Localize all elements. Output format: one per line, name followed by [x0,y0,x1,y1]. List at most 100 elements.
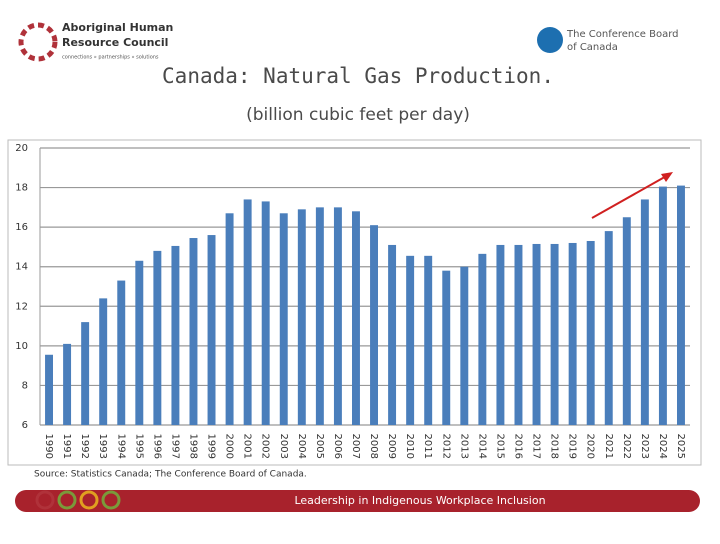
bar [63,343,72,425]
trend-arrow [591,173,671,219]
x-tick-label: 2000 [224,434,235,459]
bar [496,244,505,425]
bar [532,243,541,425]
bar [514,244,523,425]
chart-subtitle: (billion cubic feet per day) [246,105,470,125]
bar [604,231,613,425]
x-tick-label: 2017 [531,434,542,459]
org-name: of Canada [567,42,618,53]
arrow-head [661,172,673,182]
x-tick-label: 2005 [314,434,325,459]
x-tick-label: 2008 [368,434,379,459]
y-tick-label: 20 [15,143,28,154]
x-tick-label: 2022 [621,434,632,459]
footer-banner [15,490,700,512]
bar [153,250,162,425]
bar [333,207,342,425]
x-tick-label: 2002 [260,434,271,459]
circle [57,490,77,510]
x-tick-label: 2016 [512,434,523,459]
x-tick-label: 1998 [187,434,198,459]
x-tick-label: 1991 [61,434,72,459]
y-tick-label: 8 [22,380,28,391]
y-tick-label: 18 [15,183,28,194]
x-tick-label: 2021 [603,434,614,459]
x-tick-label: 1996 [151,434,162,459]
bar [622,217,631,425]
x-tick-label: 2020 [585,434,596,459]
bar [243,199,252,425]
x-tick-label: 2010 [404,434,415,459]
bar [568,242,577,425]
bar [189,238,198,425]
logo-icon [537,27,563,53]
x-tick-label: 1993 [97,434,108,459]
x-tick-label: 2019 [567,434,578,459]
bar [460,266,469,425]
x-tick-label: 2011 [422,434,433,459]
x-tick-label: 1992 [79,434,90,459]
org-name: Resource Council [62,36,168,49]
x-tick-label: 2025 [675,434,686,459]
y-tick-label: 16 [15,222,28,233]
y-tick-label: 6 [22,420,28,431]
bar [406,255,415,425]
source: Source: Statistics Canada; The Conferenc… [34,470,307,480]
bar [135,260,144,425]
bar [640,199,649,425]
x-tick-label: 2003 [278,434,289,459]
x-tick-label: 1999 [206,434,217,459]
x-tick-label: 1990 [43,434,54,459]
bar [81,322,90,425]
bar [388,244,397,425]
x-tick-label: 2018 [549,434,560,459]
bar [297,209,306,425]
x-tick-label: 2007 [350,434,361,459]
plot: 6 8 10 12 14 16 18 20 1990 1991 1992 1993 1994 1995 19… [15,143,690,459]
bar [442,270,451,425]
bar [207,235,216,425]
logo-icon [18,22,58,62]
x-tick-label: 2023 [639,434,650,459]
bar [424,255,433,425]
x-tick-label: 2001 [242,434,253,459]
x-tick-label: 2015 [494,434,505,459]
x-tick-label: 1994 [115,434,126,459]
y-tick-label: 10 [15,341,28,352]
footer-text: Leadership in Indigenous Workplace Inclu… [294,494,545,507]
x-tick-label: 1995 [133,434,144,459]
x-tick-label: 2024 [657,434,668,459]
bar [550,243,559,425]
x-tick-label: 1997 [169,434,180,459]
y-tick-label: 12 [15,301,28,312]
bar [658,186,667,425]
y-tick-label: 14 [15,262,28,273]
org-name: The Conference Board [566,29,679,40]
org-tagline: connections » partnerships » solutions [62,55,159,61]
bar [478,253,487,425]
circle [35,490,55,510]
logo-right: The Conference Board of Canada [537,27,679,53]
x-tick-label: 2006 [332,434,343,459]
x-tick-label: 2009 [386,434,397,459]
circle [101,490,121,510]
bar [225,213,234,425]
bar [171,245,180,425]
bar [261,201,270,425]
org-name: Aboriginal Human [62,21,173,34]
bar [586,240,595,425]
x-tick-label: 2014 [476,434,487,459]
x-tick-label: 2013 [458,434,469,459]
bar [45,354,53,425]
bar [279,213,288,425]
footer-circles [35,490,121,510]
bar [352,211,360,425]
bar [370,225,378,425]
chart-frame [7,139,702,466]
bar [99,298,108,425]
bar [117,280,126,425]
circle [79,490,99,510]
x-tick-label: 2012 [440,434,451,459]
